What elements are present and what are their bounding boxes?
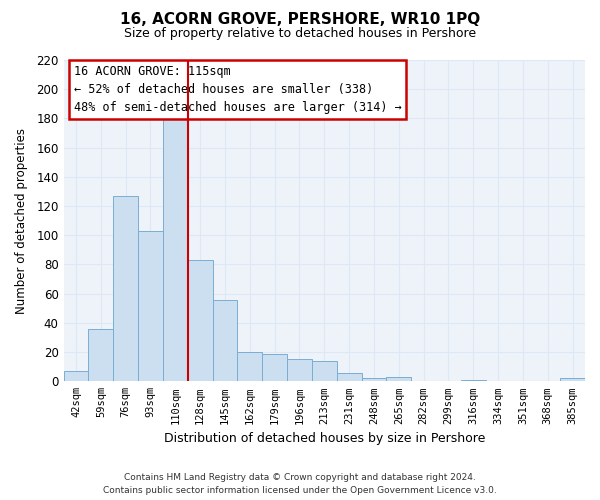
Bar	[212, 300, 238, 382]
Bar	[386, 377, 411, 382]
Text: Size of property relative to detached houses in Pershore: Size of property relative to detached ho…	[124, 28, 476, 40]
Bar	[337, 372, 362, 382]
Bar	[64, 371, 88, 382]
Bar	[461, 380, 485, 382]
Bar	[287, 360, 312, 382]
Text: 16 ACORN GROVE: 115sqm
← 52% of detached houses are smaller (338)
48% of semi-de: 16 ACORN GROVE: 115sqm ← 52% of detached…	[74, 65, 402, 114]
Bar	[138, 231, 163, 382]
Bar	[88, 328, 113, 382]
Bar	[312, 361, 337, 382]
Bar	[163, 117, 188, 382]
Bar	[113, 196, 138, 382]
Bar	[238, 352, 262, 382]
Bar	[262, 354, 287, 382]
Bar	[560, 378, 585, 382]
Bar	[188, 260, 212, 382]
Y-axis label: Number of detached properties: Number of detached properties	[15, 128, 28, 314]
X-axis label: Distribution of detached houses by size in Pershore: Distribution of detached houses by size …	[164, 432, 485, 445]
Text: 16, ACORN GROVE, PERSHORE, WR10 1PQ: 16, ACORN GROVE, PERSHORE, WR10 1PQ	[120, 12, 480, 28]
Text: Contains HM Land Registry data © Crown copyright and database right 2024.
Contai: Contains HM Land Registry data © Crown c…	[103, 474, 497, 495]
Bar	[362, 378, 386, 382]
